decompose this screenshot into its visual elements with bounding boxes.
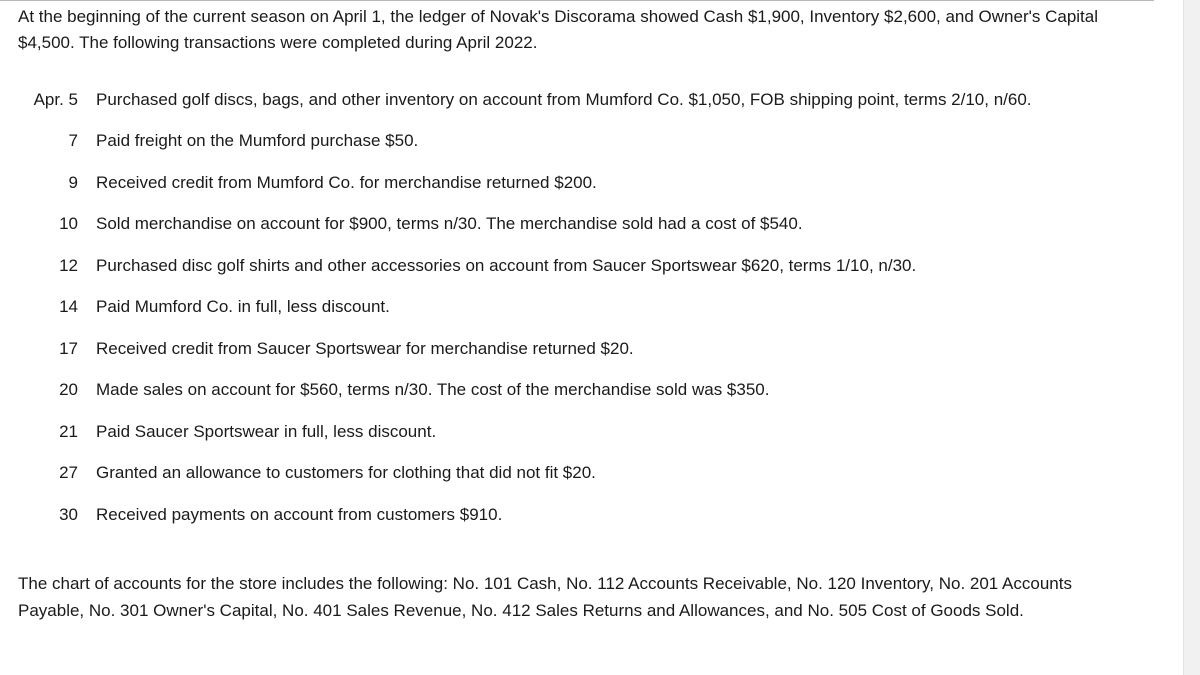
table-row: 7 Paid freight on the Mumford purchase $… [18, 120, 1032, 162]
table-row: 10 Sold merchandise on account for $900,… [18, 203, 1032, 245]
transaction-date: 30 [18, 494, 96, 536]
table-row: 20 Made sales on account for $560, terms… [18, 369, 1032, 411]
table-row: 30 Received payments on account from cus… [18, 494, 1032, 536]
transaction-desc: Received payments on account from custom… [96, 494, 1032, 536]
table-row: Apr. 5 Purchased golf discs, bags, and o… [18, 87, 1032, 121]
transaction-date: 17 [18, 328, 96, 370]
table-row: 27 Granted an allowance to customers for… [18, 452, 1032, 494]
transaction-date: 12 [18, 245, 96, 287]
transaction-date: 21 [18, 411, 96, 453]
transaction-desc: Received credit from Mumford Co. for mer… [96, 162, 1032, 204]
problem-text-container: At the beginning of the current season o… [0, 0, 1154, 624]
transaction-date: Apr. 5 [18, 87, 96, 121]
transaction-date: 10 [18, 203, 96, 245]
transaction-date: 7 [18, 120, 96, 162]
transaction-desc: Made sales on account for $560, terms n/… [96, 369, 1032, 411]
transaction-desc: Purchased golf discs, bags, and other in… [96, 87, 1032, 121]
table-row: 9 Received credit from Mumford Co. for m… [18, 162, 1032, 204]
transaction-desc: Paid Mumford Co. in full, less discount. [96, 286, 1032, 328]
transaction-date: 27 [18, 452, 96, 494]
transaction-desc: Paid freight on the Mumford purchase $50… [96, 120, 1032, 162]
outro-paragraph: The chart of accounts for the store incl… [18, 571, 1136, 624]
table-row: 21 Paid Saucer Sportswear in full, less … [18, 411, 1032, 453]
transaction-desc: Purchased disc golf shirts and other acc… [96, 245, 1032, 287]
transaction-desc: Sold merchandise on account for $900, te… [96, 203, 1032, 245]
transaction-date: 14 [18, 286, 96, 328]
table-row: 12 Purchased disc golf shirts and other … [18, 245, 1032, 287]
transaction-desc: Received credit from Saucer Sportswear f… [96, 328, 1032, 370]
transactions-body: Apr. 5 Purchased golf discs, bags, and o… [18, 87, 1032, 536]
transactions-table: Apr. 5 Purchased golf discs, bags, and o… [18, 87, 1032, 536]
vertical-scrollbar[interactable] [1183, 0, 1200, 675]
transaction-date: 9 [18, 162, 96, 204]
intro-paragraph: At the beginning of the current season o… [18, 1, 1136, 57]
transaction-desc: Granted an allowance to customers for cl… [96, 452, 1032, 494]
table-row: 17 Received credit from Saucer Sportswea… [18, 328, 1032, 370]
transaction-desc: Paid Saucer Sportswear in full, less dis… [96, 411, 1032, 453]
transaction-date: 20 [18, 369, 96, 411]
table-row: 14 Paid Mumford Co. in full, less discou… [18, 286, 1032, 328]
